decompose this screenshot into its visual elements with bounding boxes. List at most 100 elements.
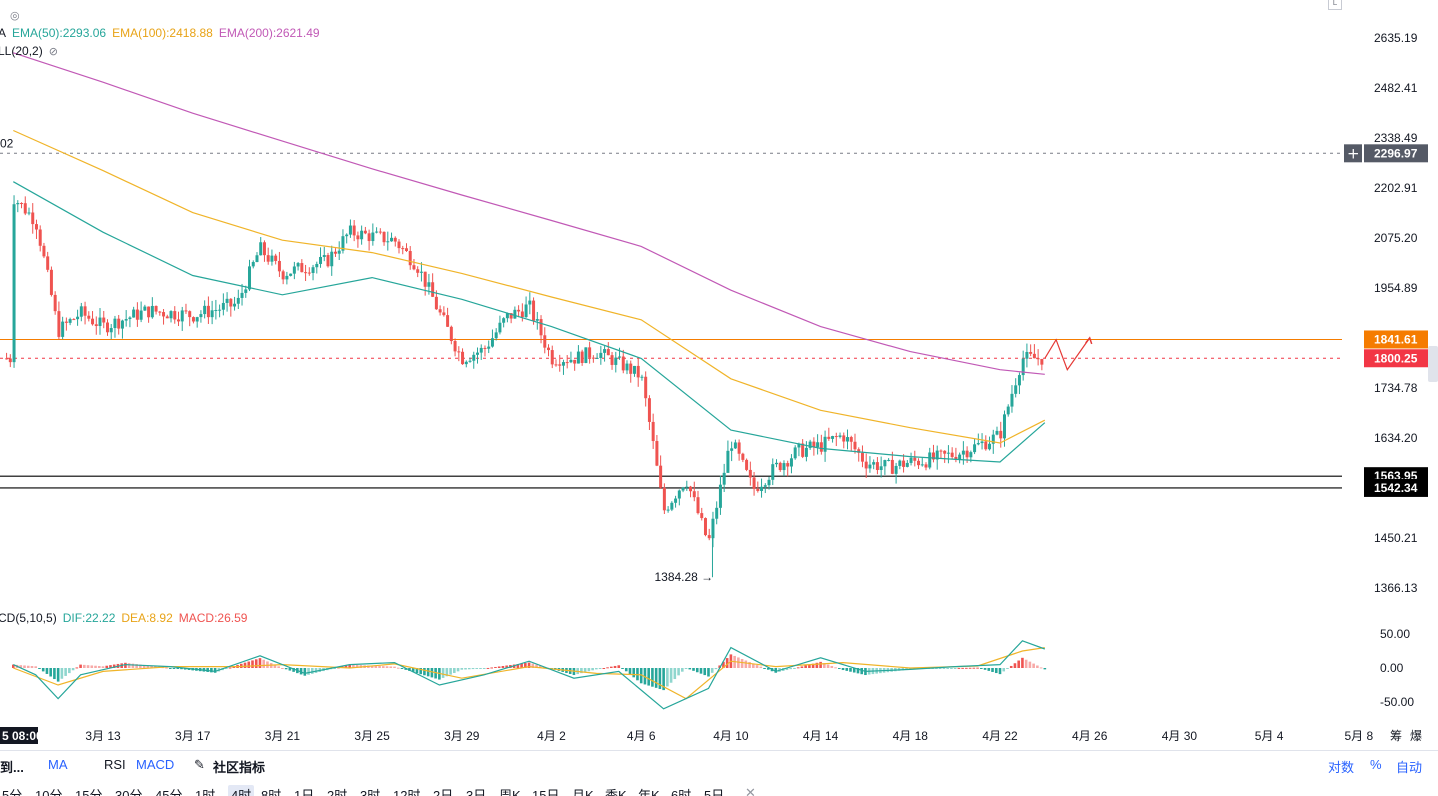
timeframe-季K[interactable]: 季K xyxy=(605,788,627,796)
timeframe-4时[interactable]: 4时 xyxy=(228,785,255,796)
candle-body xyxy=(655,441,659,466)
macd-bar xyxy=(849,668,852,672)
ma-button[interactable]: MA xyxy=(48,757,68,772)
x-start-tag xyxy=(0,727,38,744)
macd-button[interactable]: MACD xyxy=(136,757,175,772)
macd-bar xyxy=(516,664,520,668)
candle-body xyxy=(475,352,479,355)
timeframe-周K[interactable]: 周K xyxy=(499,788,521,796)
candle-body xyxy=(905,462,909,467)
candle-body xyxy=(292,266,296,274)
candle-body xyxy=(296,263,300,267)
candle-body xyxy=(371,232,375,242)
price-axis[interactable] xyxy=(1342,0,1438,750)
macd-bar xyxy=(486,667,490,669)
timeframe-10分[interactable]: 10分 xyxy=(35,788,63,796)
close-icon[interactable]: ✕ xyxy=(745,785,756,796)
eye-off-icon[interactable]: ⊘ xyxy=(48,45,58,58)
auto-scale-button[interactable]: 自动 xyxy=(1396,760,1423,775)
timeframe-月K[interactable]: 月K xyxy=(572,788,594,796)
candle-body xyxy=(591,357,595,359)
macd-bar xyxy=(804,665,807,668)
macd-bar xyxy=(131,663,135,668)
candle-body xyxy=(543,335,547,348)
macd-bar xyxy=(946,668,949,669)
timeframe-45分[interactable]: 45分 xyxy=(155,788,183,796)
timeframe-3时[interactable]: 3时 xyxy=(360,788,381,796)
x-axis-right-label[interactable]: 爆 xyxy=(1410,729,1422,743)
macd-bar xyxy=(374,665,378,668)
rsi-button[interactable]: RSI xyxy=(104,757,126,772)
macd-bar xyxy=(950,668,953,669)
candle-body xyxy=(16,203,20,205)
timeframe-年K[interactable]: 年K xyxy=(638,788,660,796)
macd-bar xyxy=(139,664,142,668)
timeframe-3日[interactable]: 3日 xyxy=(466,788,487,796)
x-axis-right-label[interactable]: 筹 xyxy=(1390,729,1402,743)
candle-body xyxy=(311,267,315,274)
candle-body xyxy=(195,317,199,322)
candle-body xyxy=(1029,351,1033,354)
macd-bar xyxy=(411,668,415,673)
macd-bar xyxy=(475,668,479,669)
corner-button[interactable]: L xyxy=(1328,0,1342,10)
macd-bar xyxy=(766,668,770,670)
macd-bar xyxy=(621,668,624,669)
candle-body xyxy=(1032,353,1036,359)
macd-bar xyxy=(467,668,471,670)
macd-bar xyxy=(583,668,587,673)
timeframe-5分[interactable]: 5分 xyxy=(2,788,23,796)
macd-bar xyxy=(23,665,26,668)
candle-body xyxy=(132,309,136,318)
timeframe-30分[interactable]: 30分 xyxy=(115,788,143,796)
candle-body xyxy=(931,452,935,460)
axis-scroll-handle[interactable] xyxy=(1428,346,1438,382)
goto-button[interactable]: 到... xyxy=(0,760,24,775)
macd-bar xyxy=(651,668,654,687)
timeframe-15日[interactable]: 15日 xyxy=(532,788,560,796)
macd-bar xyxy=(815,662,819,668)
macd-bar xyxy=(101,666,105,668)
time-axis[interactable] xyxy=(0,724,1438,748)
candle-body xyxy=(584,347,588,363)
macd-bar xyxy=(632,668,636,678)
macd-bar xyxy=(385,666,389,668)
candle-body xyxy=(214,309,218,311)
community-indicators-button[interactable]: 社区指标 xyxy=(213,760,266,775)
log-scale-button[interactable]: 对数 xyxy=(1328,760,1355,775)
x-tick-label: 3月 13 xyxy=(85,729,121,743)
timeframe-6时[interactable]: 6时 xyxy=(671,788,692,796)
timeframe-2日[interactable]: 2日 xyxy=(433,788,454,796)
candle-body xyxy=(917,460,921,466)
edit-icon[interactable]: ✎ xyxy=(194,757,205,772)
macd-bar xyxy=(538,665,542,668)
x-tick-label: 3月 17 xyxy=(175,729,211,743)
macd-bar xyxy=(826,664,830,668)
macd-bar xyxy=(112,664,116,668)
candle-body xyxy=(606,349,610,356)
candle-body xyxy=(778,462,782,471)
timeframe-12时[interactable]: 12时 xyxy=(393,788,421,796)
macd-bar xyxy=(124,662,127,668)
candle-body xyxy=(42,245,46,257)
timeframe-15分[interactable]: 15分 xyxy=(75,788,103,796)
macd-bar xyxy=(453,668,456,673)
candle-body xyxy=(221,302,225,310)
add-alert-button[interactable] xyxy=(1344,144,1362,163)
macd-bar xyxy=(311,668,314,674)
timeframe-5日[interactable]: 5日 xyxy=(704,788,725,796)
percent-button[interactable]: % xyxy=(1370,757,1382,772)
candle-body xyxy=(442,312,446,316)
macd-bar xyxy=(957,667,961,669)
candle-body xyxy=(255,255,259,263)
macd-bar xyxy=(647,668,650,686)
timeframe-8时[interactable]: 8时 xyxy=(261,788,282,796)
timeframe-1时[interactable]: 1时 xyxy=(195,788,216,796)
timeframe-1日[interactable]: 1日 xyxy=(294,788,315,796)
candle-body xyxy=(333,251,337,254)
eye-icon[interactable]: ◎ xyxy=(10,10,20,22)
candle-body xyxy=(853,441,857,450)
hidden-legend-eye[interactable]: ◎ xyxy=(10,9,20,22)
timeframe-2时[interactable]: 2时 xyxy=(327,788,348,796)
